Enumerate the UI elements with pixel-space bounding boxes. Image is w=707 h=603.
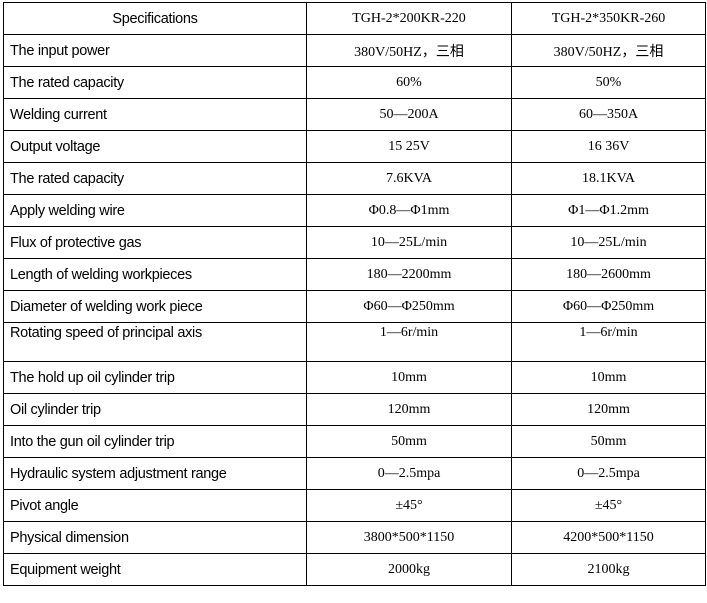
table-row: Into the gun oil cylinder trip 50mm 50mm xyxy=(3,425,706,458)
value-model-a: 180—2200mm xyxy=(306,258,512,291)
spec-label: Diameter of welding work piece xyxy=(3,290,307,323)
value-model-b: Φ60—Φ250mm xyxy=(511,290,706,323)
table-row: Rotating speed of principal axis 1—6r/min… xyxy=(3,322,706,362)
value-model-b: ±45° xyxy=(511,489,706,522)
header-model-b: TGH-2*350KR-260 xyxy=(511,2,706,35)
spec-label: Oil cylinder trip xyxy=(3,393,307,426)
table-row: The rated capacity 60% 50% xyxy=(3,66,706,99)
value-model-a: 50—200A xyxy=(306,98,512,131)
value-model-a: 15 25V xyxy=(306,130,512,163)
value-model-b: 380V/50HZ，三相 xyxy=(511,34,706,67)
value-model-b: 50% xyxy=(511,66,706,99)
table-row: Flux of protective gas 10—25L/min 10—25L/m… xyxy=(3,226,706,259)
spec-label: Hydraulic system adjustment range xyxy=(3,457,307,490)
table-row: Output voltage 15 25V 16 36V xyxy=(3,130,706,163)
table-row: The rated capacity 7.6KVA 18.1KVA xyxy=(3,162,706,195)
table-row: Equipment weight 2000kg 2100kg xyxy=(3,553,706,586)
table-row: Physical dimension 3800*500*1150 4200*500*… xyxy=(3,521,706,554)
value-model-a: Φ0.8—Φ1mm xyxy=(306,194,512,227)
value-model-b: 1—6r/min xyxy=(511,322,706,362)
value-model-a: 10—25L/min xyxy=(306,226,512,259)
spec-label: Rotating speed of principal axis xyxy=(3,322,307,362)
value-model-b: 120mm xyxy=(511,393,706,426)
value-model-b: 16 36V xyxy=(511,130,706,163)
value-model-a: Φ60—Φ250mm xyxy=(306,290,512,323)
table-row: Hydraulic system adjustment range 0—2.5mp… xyxy=(3,457,706,490)
header-row: Specifications TGH-2*200KR-220 TGH-2*350… xyxy=(3,2,706,35)
spec-label: The hold up oil cylinder trip xyxy=(3,361,307,394)
table-row: Apply welding wire Φ0.8—Φ1mm Φ1—Φ1.2mm xyxy=(3,194,706,227)
value-model-b: Φ1—Φ1.2mm xyxy=(511,194,706,227)
value-model-a: 3800*500*1150 xyxy=(306,521,512,554)
spec-label: Output voltage xyxy=(3,130,307,163)
value-model-b: 0—2.5mpa xyxy=(511,457,706,490)
spec-label: Welding current xyxy=(3,98,307,131)
value-model-b: 18.1KVA xyxy=(511,162,706,195)
value-model-a: 10mm xyxy=(306,361,512,394)
value-model-b: 180—2600mm xyxy=(511,258,706,291)
spec-label: Apply welding wire xyxy=(3,194,307,227)
table-row: The hold up oil cylinder trip 10mm 10mm xyxy=(3,361,706,394)
spec-label: Pivot angle xyxy=(3,489,307,522)
value-model-b: 10—25L/min xyxy=(511,226,706,259)
value-model-a: 2000kg xyxy=(306,553,512,586)
spec-label: The input power xyxy=(3,34,307,67)
header-specifications: Specifications xyxy=(3,2,307,35)
spec-label: Physical dimension xyxy=(3,521,307,554)
value-model-a: 50mm xyxy=(306,425,512,458)
value-model-b: 2100kg xyxy=(511,553,706,586)
spec-label: The rated capacity xyxy=(3,66,307,99)
spec-label: The rated capacity xyxy=(3,162,307,195)
table-row: Length of welding workpieces 180—2200mm 18… xyxy=(3,258,706,291)
header-model-a: TGH-2*200KR-220 xyxy=(306,2,512,35)
value-model-a: 7.6KVA xyxy=(306,162,512,195)
value-model-b: 4200*500*1150 xyxy=(511,521,706,554)
spec-label: Length of welding workpieces xyxy=(3,258,307,291)
value-model-a: 0—2.5mpa xyxy=(306,457,512,490)
value-model-a: 60% xyxy=(306,66,512,99)
value-model-a: 380V/50HZ，三相 xyxy=(306,34,512,67)
value-model-a: 1—6r/min xyxy=(306,322,512,362)
table-row: Welding current 50—200A 60—350A xyxy=(3,98,706,131)
value-model-a: ±45° xyxy=(306,489,512,522)
specifications-table: Specifications TGH-2*200KR-220 TGH-2*350… xyxy=(3,2,706,586)
table-row: The input power 380V/50HZ，三相 380V/50HZ，三相 xyxy=(3,34,706,67)
value-model-b: 60—350A xyxy=(511,98,706,131)
table-row: Pivot angle ±45° ±45° xyxy=(3,489,706,522)
spec-label: Equipment weight xyxy=(3,553,307,586)
value-model-b: 10mm xyxy=(511,361,706,394)
table-row: Diameter of welding work piece Φ60—Φ250mm… xyxy=(3,290,706,323)
spec-label: Flux of protective gas xyxy=(3,226,307,259)
spec-label: Into the gun oil cylinder trip xyxy=(3,425,307,458)
table-row: Oil cylinder trip 120mm 120mm xyxy=(3,393,706,426)
value-model-b: 50mm xyxy=(511,425,706,458)
value-model-a: 120mm xyxy=(306,393,512,426)
